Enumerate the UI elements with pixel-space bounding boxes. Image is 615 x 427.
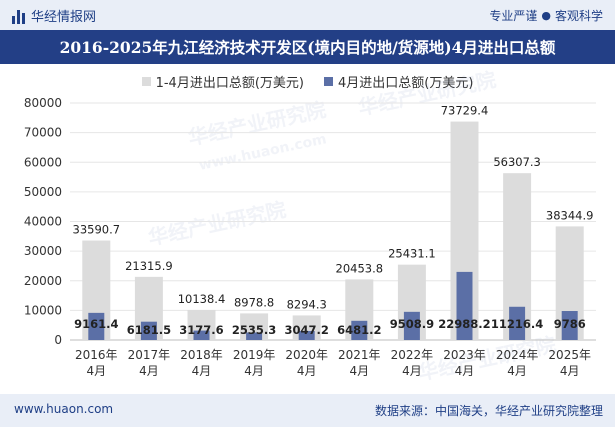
x-tick-label-line: 2018年 — [180, 348, 223, 362]
x-tick-label: 2020年 4月 — [285, 348, 328, 378]
data-label-total: 10138.4 — [178, 292, 226, 306]
data-label-april: 6181.5 — [127, 323, 171, 337]
data-label-total: 20453.8 — [336, 261, 384, 275]
brand-name: 华经情报网 — [31, 10, 97, 25]
x-tick-label-line: 2017年 — [128, 348, 171, 362]
data-label-april: 3177.6 — [179, 323, 223, 337]
legend: 1-4月进出口总额(万美元) 4月进出口总额(万美元) — [0, 72, 615, 91]
data-label-total: 21315.9 — [125, 259, 173, 273]
bar-april — [403, 311, 420, 340]
x-tick-label-line: 2020年 — [285, 348, 328, 362]
data-label-april: 6481.2 — [337, 323, 381, 337]
y-tick-label: 10000 — [24, 303, 62, 317]
x-tick-label-line: 2019年 — [233, 348, 276, 362]
data-label-april: 9508.9 — [390, 317, 434, 331]
bar-april — [456, 271, 473, 340]
data-label-april: 11216.4 — [491, 317, 543, 331]
data-label-april: 9161.4 — [74, 317, 118, 331]
x-tick-label-line: 2025年 — [548, 348, 591, 362]
y-tick-label: 40000 — [24, 215, 62, 229]
footer: www.huaon.com 数据来源：中国海关，华经产业研究院整理 — [0, 394, 615, 427]
y-tick-label: 50000 — [24, 185, 62, 199]
legend-item-total: 1-4月进出口总额(万美元) — [141, 72, 304, 91]
x-tick-label-line: 4月 — [507, 364, 527, 378]
tag-separator-icon: ● — [541, 9, 551, 22]
x-tick-label-line: 4月 — [86, 364, 106, 378]
chart-title: 2016-2025年九江经济技术开发区(境内目的地/货源地)4月进出口总额 — [0, 30, 615, 64]
data-label-april: 22988.2 — [438, 317, 490, 331]
top-bar: 华经情报网 专业严谨 ● 客观科学 — [0, 0, 615, 30]
legend-label-april: 4月进出口总额(万美元) — [337, 76, 474, 91]
x-tick-label-line: 4月 — [455, 364, 475, 378]
x-tick-label-line: 4月 — [139, 364, 159, 378]
bar-april — [509, 306, 526, 340]
data-label-april: 9786 — [554, 317, 586, 331]
y-tick-label: 60000 — [24, 155, 62, 169]
x-tick-label-line: 4月 — [349, 364, 369, 378]
y-tick-label: 20000 — [24, 274, 62, 288]
x-tick-label-line: 2024年 — [496, 348, 539, 362]
y-tick-label: 30000 — [24, 244, 62, 258]
x-tick-label-line: 4月 — [560, 364, 580, 378]
bar-april — [246, 332, 263, 340]
data-label-total: 8294.3 — [287, 297, 327, 311]
y-tick-label: 70000 — [24, 126, 62, 140]
y-tick-label: 0 — [54, 333, 62, 347]
brand-logo-icon — [12, 8, 25, 24]
y-tick-label: 80000 — [24, 96, 62, 110]
data-label-april: 2535.3 — [232, 323, 276, 337]
bar-april — [140, 321, 157, 340]
x-tick-label-line: 2022年 — [391, 348, 434, 362]
data-label-total: 38344.9 — [546, 208, 594, 222]
x-tick-label: 2017年 4月 — [128, 348, 171, 378]
x-tick-label-line: 4月 — [297, 364, 317, 378]
legend-swatch-april — [323, 77, 333, 86]
x-tick-label-line: 2023年 — [443, 348, 486, 362]
bar-april — [561, 311, 578, 340]
x-tick-label: 2025年 4月 — [548, 348, 591, 378]
header-tags: 专业严谨 ● 客观科学 — [489, 7, 603, 24]
bar-april — [351, 320, 368, 340]
data-label-total: 8978.8 — [234, 295, 274, 309]
x-tick-label-line: 2016年 — [75, 348, 118, 362]
tag-professional: 专业严谨 — [489, 9, 538, 23]
bar-april — [298, 330, 315, 340]
watermark-name: 华经产业研究院 — [146, 197, 288, 250]
data-label-april: 3047.2 — [285, 323, 329, 337]
legend-item-april: 4月进出口总额(万美元) — [323, 72, 474, 91]
legend-swatch-total — [141, 77, 151, 86]
x-tick-label-line: 4月 — [192, 364, 212, 378]
x-tick-label: 2022年 4月 — [391, 348, 434, 378]
legend-label-total: 1-4月进出口总额(万美元) — [155, 76, 304, 91]
x-tick-label-line: 4月 — [402, 364, 422, 378]
data-label-total: 73729.4 — [441, 104, 489, 118]
bar-april — [88, 312, 105, 340]
data-label-total: 25431.1 — [388, 247, 436, 261]
x-tick-label: 2016年 4月 — [75, 348, 118, 378]
tag-objective: 客观科学 — [554, 9, 603, 23]
footer-source: 数据来源：中国海关，华经产业研究院整理 — [374, 404, 603, 418]
x-tick-label: 2023年 4月 — [443, 348, 486, 378]
data-label-total: 33590.7 — [73, 222, 121, 236]
x-tick-label-line: 4月 — [244, 364, 264, 378]
data-label-total: 56307.3 — [493, 155, 541, 169]
footer-website: www.huaon.com — [14, 402, 114, 416]
brand: 华经情报网 — [12, 6, 96, 25]
bar-april — [193, 330, 210, 340]
x-tick-label: 2018年 4月 — [180, 348, 223, 378]
x-tick-label-line: 2021年 — [338, 348, 381, 362]
x-tick-label: 2019年 4月 — [233, 348, 276, 378]
x-tick-label: 2024年 4月 — [496, 348, 539, 378]
x-tick-label: 2021年 4月 — [338, 348, 381, 378]
